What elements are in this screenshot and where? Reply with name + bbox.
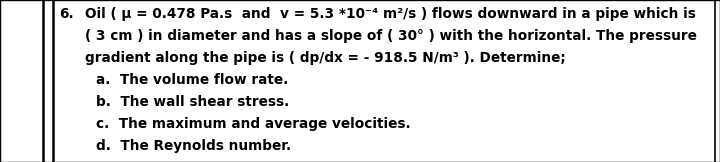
- Text: b.  The wall shear stress.: b. The wall shear stress.: [96, 95, 289, 109]
- Text: 6.: 6.: [59, 7, 73, 21]
- Text: d.  The Reynolds number.: d. The Reynolds number.: [96, 139, 291, 153]
- Text: c.  The maximum and average velocities.: c. The maximum and average velocities.: [96, 117, 410, 131]
- Text: Oil ( μ = 0.478 Pa.s  and  v = 5.3 *10⁻⁴ m²/s ) flows downward in a pipe which i: Oil ( μ = 0.478 Pa.s and v = 5.3 *10⁻⁴ m…: [85, 7, 696, 21]
- Text: a.  The volume flow rate.: a. The volume flow rate.: [96, 73, 288, 87]
- Text: gradient along the pipe is ( dp/dx = - 918.5 N/m³ ). Determine;: gradient along the pipe is ( dp/dx = - 9…: [85, 51, 566, 65]
- Text: ( 3 cm ) in diameter and has a slope of ( 30° ) with the horizontal. The pressur: ( 3 cm ) in diameter and has a slope of …: [85, 29, 697, 43]
